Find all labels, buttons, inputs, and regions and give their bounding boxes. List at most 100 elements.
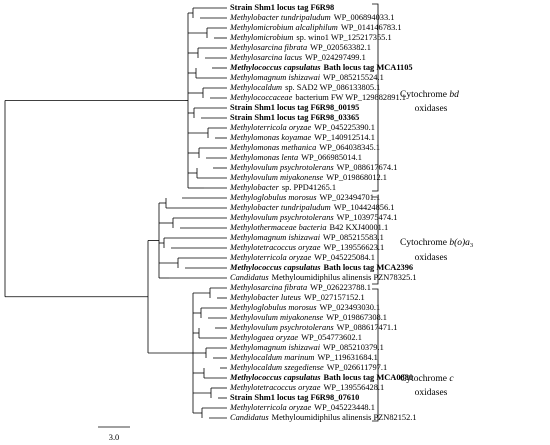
leaf-label: Methylogaea oryzae WP_054773602.1 [229, 333, 362, 342]
leaf-label: Candidatus Methyloumidiphilus alinensis P… [230, 413, 417, 422]
species-name: Methylocaldum marinum [229, 353, 314, 362]
species-name: Methylosarcina fibrata [229, 283, 307, 292]
species-name: Methylococcus capsulatus [229, 373, 321, 382]
leaf-label: Methylococcus capsulatus Bath locus tag M… [229, 63, 413, 72]
leaf-label: Methylosarcina lacus WP_024297499.1 [229, 53, 366, 62]
accession: sp. SAD2 WP_086133805.1 [285, 83, 380, 92]
leaf-label: Methylococcaceae bacterium FW WP_12988289… [229, 93, 406, 102]
accession: Strain Shm1 locus tag F6R98_00195 [230, 103, 359, 112]
leaf-label: Methylomicrobium alcaliphilum WP_01414678… [229, 23, 402, 32]
leaf-label: Methylococcus capsulatus Bath locus tag M… [229, 263, 413, 272]
accession: Bath locus tag MCA1105 [324, 63, 413, 72]
leaf-label: Candidatus Methyloumidiphilus alinensis P… [230, 273, 417, 282]
leaf-label: Methylomagnum ishizawai WP_085215524.1 [229, 73, 384, 82]
leaf-label: Methylobacter sp. PPD41265.1 [229, 183, 336, 192]
species-name: Methylomonas lenta [229, 153, 298, 162]
accession: sp. PPD41265.1 [282, 183, 336, 192]
leaf-label: Methylomonas koyamae WP_140912514.1 [229, 133, 375, 142]
bracket [372, 3, 379, 192]
accession: WP_014146783.1 [341, 23, 402, 32]
accession: WP_088617471.1 [337, 323, 398, 332]
leaf-label: Methyloglobulus morosus WP_023494701.1 [229, 193, 380, 202]
leaf-label: Methylotetracoccus oryzae WP_139556623.1 [229, 243, 384, 252]
accession: Bath locus tag MCA2396 [324, 263, 414, 272]
species-name: Methylogaea oryzae [229, 333, 298, 342]
accession: Bath locus tag MCA0880 [324, 373, 414, 382]
accession: WP_023494701.1 [319, 193, 380, 202]
species-name: Methylovulum miyakonense [229, 313, 324, 322]
species-name: Methylotetracoccus oryzae [229, 243, 321, 252]
accession: WP_023493030.1 [319, 303, 380, 312]
accession: WP_054773602.1 [301, 333, 362, 342]
leaf-label: Strain Shm1 locus tag F6R98_07610 [230, 393, 359, 402]
species-name: Methylococcus capsulatus [229, 263, 321, 272]
species-name: Methylomagnum ishizawai [229, 233, 321, 242]
accession: Strain Shm1 locus tag F6R98 [230, 3, 334, 12]
leaf-label: Strain Shm1 locus tag F6R98_00195 [230, 103, 359, 112]
leaf-label: Methylotetracoccus oryzae WP_139556428.1 [229, 383, 384, 392]
leaf-label: Methylobacter tundripaludum WP_006894033.… [229, 13, 394, 22]
leaf-label: Methyloterricola oryzae WP_045225390.1 [229, 123, 375, 132]
leaf-label: Methylosarcina fibrata WP_026223788.1 [229, 283, 371, 292]
leaf-label: Methylocaldum szegediense WP_026611797.1 [229, 363, 387, 372]
leaf-label: Methyloterricola oryzae WP_045223448.1 [229, 403, 375, 412]
group-title-part: c [449, 374, 454, 384]
group-title-part: 3 [470, 242, 473, 249]
accession: WP_045223448.1 [314, 403, 375, 412]
accession: WP_024297499.1 [305, 53, 366, 62]
species-name: Methyloterricola oryzae [229, 253, 311, 262]
accession: B42 KXJ40001.1 [330, 223, 389, 232]
accession: WP_026223788.1 [310, 283, 371, 292]
accession: bacterium FW WP_129882891.1 [295, 93, 406, 102]
accession: WP_064038345.1 [319, 143, 380, 152]
group-title-part: Cytochrome [400, 238, 449, 248]
scale-label: 3.0 [109, 433, 119, 442]
group-subtitle: oxidases [415, 253, 448, 263]
leaf-label: Methylothermaceae bacteria B42 KXJ40001.1 [229, 223, 388, 232]
accession: WP_020563382.1 [310, 43, 371, 52]
leaf-label: Methyloglobulus morosus WP_023493030.1 [229, 303, 380, 312]
species-name: Methylococcus capsulatus [229, 63, 321, 72]
species-name: Methylocaldum szegediense [229, 363, 324, 372]
species-name: Methylomagnum ishizawai [229, 73, 321, 82]
species-name: Methyloglobulus morosus [229, 193, 316, 202]
species-name: Methylosarcina fibrata [229, 43, 307, 52]
accession: WP_139556623.1 [323, 243, 384, 252]
leaf-label: Methylomonas methanica WP_064038345.1 [229, 143, 380, 152]
accession: WP_085215583.1 [323, 233, 384, 242]
leaf-label: Methylovulum psychrotolerans WP_088617471… [229, 323, 397, 332]
leaf-label: Methylobacter tundripaludum WP_104424856.… [229, 203, 394, 212]
bracket [372, 288, 379, 422]
leaf-label: Methylocaldum sp. SAD2 WP_086133805.1 [229, 83, 380, 92]
group-title: Cytochrome bd [400, 90, 459, 100]
species-name: Candidatus [230, 413, 269, 422]
accession: WP_026611797.1 [327, 363, 387, 372]
accession: sp. wino1 WP_125217355.1 [296, 33, 391, 42]
species-name: Methylomicrobium alcaliphilum [229, 23, 338, 32]
species-name: Methylobacter luteus [229, 293, 301, 302]
species-name: Candidatus [230, 273, 269, 282]
species-name: Methylobacter [229, 183, 280, 192]
leaf-label: Methylosarcina fibrata WP_020563382.1 [229, 43, 371, 52]
accession: Methyloumidiphilus alinensis PZN78325.1 [272, 273, 417, 282]
group-title-part: Cytochrome [400, 90, 449, 100]
species-name: Methylobacter tundripaludum [229, 13, 331, 22]
accession: WP_019867308.1 [326, 313, 387, 322]
group-subtitle: oxidases [415, 388, 448, 398]
species-name: Methylomonas methanica [229, 143, 316, 152]
leaf-label: Strain Shm1 locus tag F6R98 [230, 3, 334, 12]
species-name: Methyloterricola oryzae [229, 403, 311, 412]
species-name: Methylomonas koyamae [229, 133, 311, 142]
accession: WP_104424856.1 [334, 203, 395, 212]
species-name: Methylomicrobium [229, 33, 293, 42]
accession: WP_027157152.1 [304, 293, 365, 302]
accession: Methyloumidiphilus alinensis PZN82152.1 [272, 413, 417, 422]
leaf-label: Methylococcus capsulatus Bath locus tag M… [229, 373, 413, 382]
species-name: Methylovulum psychrotolerans [229, 213, 334, 222]
accession: Strain Shm1 locus tag F6R98_07610 [230, 393, 359, 402]
leaf-label: Methylomicrobium sp. wino1 WP_125217355.1 [229, 33, 392, 42]
accession: WP_088617674.1 [337, 163, 398, 172]
accession: WP_140912514.1 [314, 133, 375, 142]
accession: WP_103975474.1 [337, 213, 398, 222]
